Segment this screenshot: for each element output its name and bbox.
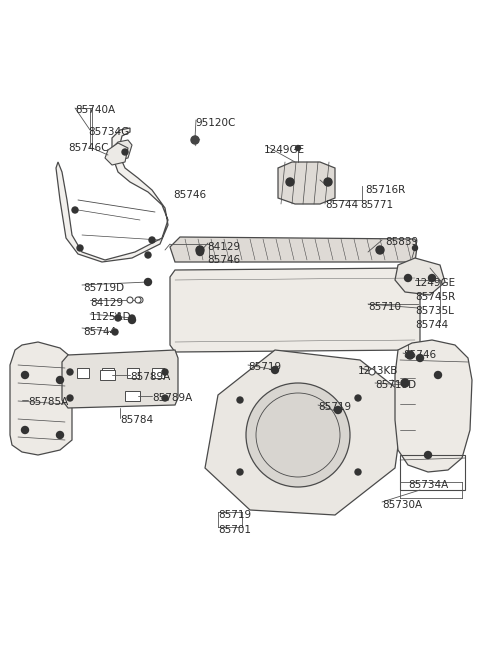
Circle shape <box>22 426 28 434</box>
Text: 85746: 85746 <box>173 190 206 200</box>
Text: 85719D: 85719D <box>375 380 416 390</box>
Text: 85789A: 85789A <box>152 393 192 403</box>
Circle shape <box>237 397 243 403</box>
Polygon shape <box>205 350 405 515</box>
Polygon shape <box>112 140 132 160</box>
Circle shape <box>72 207 78 213</box>
Circle shape <box>429 274 435 282</box>
Text: 85785A: 85785A <box>28 397 68 407</box>
Circle shape <box>127 297 133 303</box>
Circle shape <box>67 395 73 401</box>
Circle shape <box>405 274 411 282</box>
Text: 85710: 85710 <box>368 302 401 312</box>
Bar <box>127 368 139 378</box>
Text: 85784: 85784 <box>120 415 153 425</box>
Text: 85730A: 85730A <box>382 500 422 510</box>
Circle shape <box>162 395 168 401</box>
Circle shape <box>191 136 199 144</box>
Text: 84129: 84129 <box>207 242 240 252</box>
Text: 1125AD: 1125AD <box>90 312 132 322</box>
Text: 85744: 85744 <box>415 320 448 330</box>
Text: 85734A: 85734A <box>408 480 448 490</box>
Polygon shape <box>10 342 72 455</box>
Text: 85746C: 85746C <box>68 143 108 153</box>
Text: 84129: 84129 <box>90 298 123 308</box>
Polygon shape <box>56 128 168 262</box>
Polygon shape <box>170 237 417 262</box>
Circle shape <box>369 369 375 375</box>
Circle shape <box>135 297 141 303</box>
Text: 85789A: 85789A <box>130 372 170 382</box>
Polygon shape <box>395 340 472 472</box>
Circle shape <box>112 329 118 335</box>
Text: 85745R: 85745R <box>415 292 455 302</box>
Circle shape <box>246 383 350 487</box>
Circle shape <box>22 371 28 379</box>
Circle shape <box>406 351 414 359</box>
Polygon shape <box>105 143 128 165</box>
Circle shape <box>145 252 151 258</box>
Polygon shape <box>278 162 335 204</box>
Polygon shape <box>62 350 178 408</box>
Circle shape <box>196 248 204 255</box>
Circle shape <box>401 379 409 387</box>
Text: 85719: 85719 <box>318 402 351 412</box>
Circle shape <box>137 297 143 303</box>
Bar <box>152 368 164 378</box>
Circle shape <box>335 407 341 413</box>
Circle shape <box>296 145 300 151</box>
Circle shape <box>434 371 442 379</box>
Circle shape <box>417 354 423 362</box>
Circle shape <box>424 451 432 458</box>
Circle shape <box>57 432 63 438</box>
Circle shape <box>129 316 135 324</box>
Text: 1249GE: 1249GE <box>264 145 305 155</box>
Text: 85716R: 85716R <box>365 185 405 195</box>
Text: 85719: 85719 <box>218 510 251 520</box>
Text: 85746: 85746 <box>207 255 240 265</box>
Circle shape <box>355 395 361 401</box>
Circle shape <box>144 278 152 286</box>
Text: 85746: 85746 <box>403 350 436 360</box>
Circle shape <box>57 377 63 383</box>
Text: 85719: 85719 <box>248 362 281 372</box>
Circle shape <box>122 149 128 155</box>
Circle shape <box>196 246 204 254</box>
Circle shape <box>324 178 332 186</box>
Circle shape <box>355 469 361 475</box>
Bar <box>125 391 140 401</box>
Circle shape <box>149 237 155 243</box>
Circle shape <box>237 469 243 475</box>
Circle shape <box>162 369 168 375</box>
Text: 1243KB: 1243KB <box>358 366 398 376</box>
Circle shape <box>286 178 294 186</box>
Text: 85744: 85744 <box>325 200 358 210</box>
Circle shape <box>115 315 121 321</box>
Bar <box>100 370 115 380</box>
Text: 85735L: 85735L <box>415 306 454 316</box>
Polygon shape <box>170 268 420 352</box>
Text: 1249GE: 1249GE <box>415 278 456 288</box>
Text: 85701: 85701 <box>218 525 251 535</box>
Text: 85839: 85839 <box>385 237 418 247</box>
Bar <box>102 368 114 378</box>
Circle shape <box>77 245 83 251</box>
Text: 85719D: 85719D <box>83 283 124 293</box>
Circle shape <box>129 315 135 321</box>
Circle shape <box>272 367 278 373</box>
Text: 95120C: 95120C <box>195 118 235 128</box>
Bar <box>77 368 89 378</box>
Polygon shape <box>395 258 445 295</box>
Text: 85771: 85771 <box>360 200 393 210</box>
Text: 85734G: 85734G <box>88 127 129 137</box>
Text: 85740A: 85740A <box>75 105 115 115</box>
Circle shape <box>412 246 418 250</box>
Text: 85744: 85744 <box>83 327 116 337</box>
Circle shape <box>67 369 73 375</box>
Circle shape <box>376 246 384 254</box>
